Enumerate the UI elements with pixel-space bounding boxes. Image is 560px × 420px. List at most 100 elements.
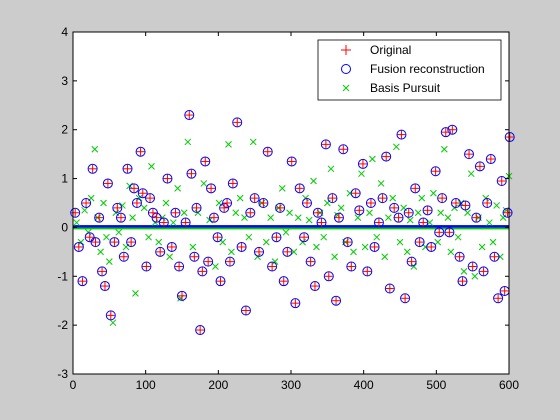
basis-pursuit-point — [337, 204, 345, 212]
original-point — [300, 233, 309, 242]
fusion-point — [333, 212, 344, 223]
basis-pursuit-point — [262, 238, 270, 246]
original-point — [339, 145, 348, 154]
fusion-point — [365, 198, 376, 208]
x-tick-label: 200 — [208, 378, 228, 392]
fusion-point — [186, 168, 197, 179]
original-point — [295, 184, 304, 193]
basis-pursuit-point — [225, 141, 232, 148]
fusion-point — [249, 193, 260, 204]
fusion-point — [90, 237, 101, 248]
basis-pursuit-point — [169, 219, 177, 226]
original-point — [74, 242, 83, 251]
original-point — [209, 213, 218, 222]
fusion-point — [450, 198, 461, 208]
fusion-point — [396, 129, 407, 140]
original-point — [148, 208, 157, 217]
original-point — [355, 206, 364, 215]
original-point — [404, 208, 413, 217]
basis-pursuit-point — [73, 219, 80, 226]
basis-pursuit-point — [313, 243, 320, 251]
basis-pursuit-point — [228, 248, 235, 256]
basis-pursuit-point — [478, 243, 486, 251]
basis-pursuit-point — [215, 199, 223, 207]
original-point — [119, 252, 128, 261]
original-point — [382, 152, 391, 161]
fusion-point — [180, 217, 191, 228]
basis-pursuit-point — [406, 216, 414, 224]
original-point — [486, 155, 495, 164]
original-point — [445, 228, 454, 237]
fusion-point — [197, 266, 208, 277]
original-point — [216, 277, 225, 286]
original-point — [142, 262, 151, 271]
fusion-point — [316, 217, 327, 228]
y-tick-label: 1 — [61, 172, 68, 186]
basis-pursuit-point — [267, 214, 275, 222]
basis-pursuit-point — [323, 199, 331, 207]
x-tick-label: 100 — [136, 378, 156, 392]
fusion-point — [271, 232, 282, 243]
original-point — [283, 247, 292, 256]
basis-pursuit-point — [499, 214, 507, 222]
original-point — [201, 157, 210, 166]
basis-pursuit-point — [189, 243, 197, 251]
basis-pursuit-point — [447, 248, 455, 256]
original-point — [237, 242, 246, 251]
basis-pursuit-point — [278, 184, 286, 192]
fusion-point — [338, 144, 349, 155]
fusion-point — [131, 198, 142, 208]
fusion-point — [99, 281, 110, 292]
original-point — [279, 277, 288, 286]
fusion-point — [482, 198, 493, 208]
fusion-point — [400, 293, 411, 304]
fusion-point — [496, 176, 507, 187]
original-point — [394, 213, 403, 222]
fusion-point — [410, 183, 421, 194]
fusion-point — [87, 163, 98, 174]
basis-pursuit-point — [162, 199, 170, 207]
fusion-point — [312, 207, 323, 218]
original-point — [88, 164, 97, 173]
basis-pursuit-point — [350, 248, 357, 256]
basis-pursuit-point — [489, 238, 497, 246]
basis-pursuit-point — [444, 214, 452, 222]
basis-pursuit-point — [460, 268, 468, 275]
basis-pursuit-point — [385, 214, 392, 222]
original-point — [272, 233, 281, 242]
basis-pursuit-point — [493, 202, 501, 209]
fusion-point — [115, 212, 126, 223]
fusion-point — [215, 276, 226, 287]
basis-pursuit-point — [200, 180, 208, 187]
basis-pursuit-point — [454, 233, 462, 241]
fusion-point — [362, 266, 373, 277]
basis-pursuit-point — [471, 272, 479, 280]
legend-label-basis-pursuit: Basis Pursuit — [370, 81, 441, 95]
original-point — [276, 203, 285, 212]
fusion-point — [282, 246, 293, 257]
original-point — [401, 294, 410, 303]
fusion-point — [208, 212, 219, 223]
basis-pursuit-point — [430, 189, 437, 197]
fusion-point — [94, 212, 105, 223]
original-point — [451, 199, 460, 207]
fusion-point — [454, 251, 465, 262]
basis-pursuit-point — [373, 233, 381, 241]
original-point — [223, 199, 232, 207]
original-point — [207, 184, 216, 193]
legend-label-original: Original — [370, 43, 411, 57]
basis-pursuit-point — [105, 258, 113, 265]
basis-pursuit-point — [115, 228, 123, 236]
fusion-point — [162, 173, 173, 184]
original-point — [175, 262, 184, 271]
basis-pursuit-point — [155, 238, 163, 246]
original-point — [228, 179, 237, 188]
original-point — [259, 199, 268, 207]
original-point — [187, 169, 196, 178]
original-point — [497, 177, 506, 186]
original-point — [110, 238, 119, 247]
original-point — [455, 252, 464, 261]
basis-pursuit-point — [232, 209, 240, 217]
original-point — [411, 184, 420, 193]
